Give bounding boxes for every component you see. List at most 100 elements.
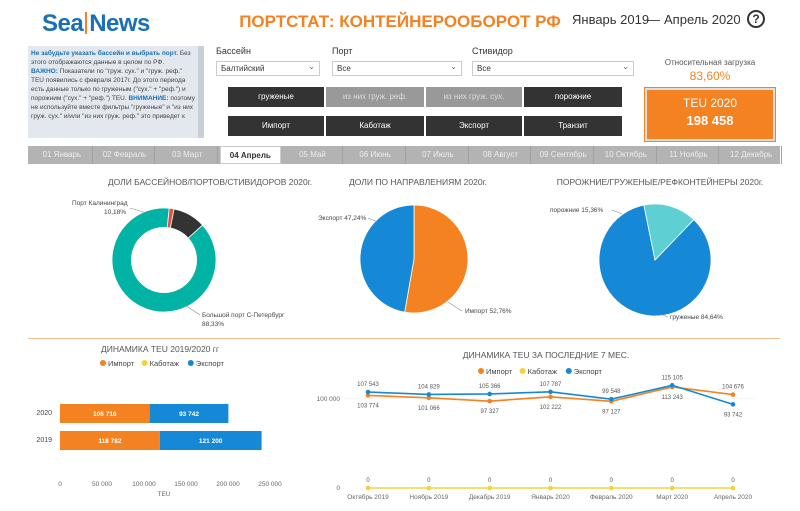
y-tick: 100 000 bbox=[317, 396, 341, 403]
note-scrollbar[interactable] bbox=[198, 46, 204, 138]
data-point bbox=[365, 393, 371, 398]
point-label: 105 366 bbox=[479, 384, 501, 390]
data-point bbox=[669, 485, 675, 491]
filter-btn-loaded[interactable]: груженые bbox=[228, 87, 324, 107]
note-line3: поэтому не используйте вместе фильтры "г… bbox=[31, 95, 195, 120]
bar-segment bbox=[60, 431, 160, 450]
point-label: 115 105 bbox=[662, 375, 684, 381]
help-icon[interactable]: ? bbox=[747, 10, 765, 28]
legend-label: Каботаж bbox=[528, 367, 557, 376]
logo[interactable]: Sea News bbox=[42, 10, 150, 38]
point-label: 93 742 bbox=[724, 412, 743, 418]
data-point bbox=[487, 485, 492, 491]
x-tick: Декабрь 2019 bbox=[469, 493, 511, 501]
month-tab[interactable]: 04 Апрель bbox=[220, 146, 281, 164]
period-from[interactable]: Январь 2019 bbox=[572, 12, 650, 27]
section-divider bbox=[28, 338, 780, 339]
slice-label: Импорт 52,76% bbox=[465, 308, 512, 315]
data-point bbox=[730, 402, 736, 407]
chart-title: ПОРОЖНИЕ/ГРУЖЕНЫЕ/РЕФКОНТЕЙНЕРЫ 2020г. bbox=[557, 176, 764, 187]
filter-btn-export[interactable]: Экспорт bbox=[426, 116, 522, 136]
x-tick: Апрель 2020 bbox=[714, 494, 753, 501]
note-line2: Показатели по "груж. сух." и "груж. реф.… bbox=[31, 68, 186, 102]
legend-marker bbox=[141, 360, 148, 366]
category-label: 2019 bbox=[36, 437, 52, 444]
data-point bbox=[548, 485, 553, 491]
data-point bbox=[548, 389, 553, 395]
legend-label: Экспорт bbox=[196, 359, 225, 368]
month-tab[interactable]: 02 Февраль bbox=[95, 146, 156, 164]
month-slicer: 01 Январь 02 Февраль 03 Март 04 Апрель 05 Ма… bbox=[28, 146, 782, 164]
point-label: 103 774 bbox=[357, 403, 379, 409]
bar-segment bbox=[60, 404, 150, 423]
slice-label: Порт Калининград bbox=[72, 200, 128, 207]
legend-marker bbox=[565, 368, 572, 374]
basin-value: Балтийский bbox=[221, 64, 265, 73]
month-tab[interactable]: 01 Январь bbox=[32, 146, 93, 164]
x-tick: 150 000 bbox=[174, 481, 198, 488]
note-line1: Без этого отображаются данные в целом по… bbox=[31, 50, 191, 66]
filter-btn-cabotage[interactable]: Каботаж bbox=[326, 116, 424, 136]
slice-label: Экспорт 47,24% bbox=[318, 215, 366, 222]
month-tab[interactable]: 07 Июль bbox=[408, 146, 469, 164]
slice-label: порожние 15,36% bbox=[550, 207, 604, 214]
x-tick: Ноябрь 2019 bbox=[409, 493, 448, 501]
chevron-down-icon: ⌄ bbox=[308, 62, 315, 71]
chart-title: ДИНАМИКА TEU 2019/2020 гг bbox=[101, 344, 219, 354]
period-separator: — bbox=[647, 12, 660, 27]
month-tab[interactable]: 05 Май bbox=[283, 146, 344, 164]
month-tab[interactable]: 09 Сентябрь bbox=[533, 146, 594, 164]
x-axis-label: TEU bbox=[158, 491, 171, 498]
legend-marker bbox=[519, 368, 526, 374]
data-point bbox=[609, 485, 614, 491]
logo-text-left: Sea bbox=[42, 10, 84, 37]
x-tick: 50 000 bbox=[92, 481, 112, 488]
data-point bbox=[426, 392, 432, 397]
note-line2-bold: ВАЖНО: bbox=[31, 68, 58, 75]
teu-value: 198 458 bbox=[686, 113, 734, 128]
stevedore-select[interactable]: Все ⌄ bbox=[472, 61, 634, 76]
data-point bbox=[426, 395, 432, 401]
x-tick: 0 bbox=[58, 481, 62, 488]
filter-btn-import[interactable]: Импорт bbox=[228, 116, 324, 136]
teu-card: TEU 2020 198 458 bbox=[644, 87, 776, 142]
slice-value: 88,33% bbox=[202, 321, 224, 328]
bar-segment bbox=[159, 431, 262, 450]
point-label: 104 676 bbox=[722, 385, 744, 391]
x-tick: 200 000 bbox=[216, 481, 240, 488]
leader-line bbox=[447, 301, 463, 312]
point-label: 99 548 bbox=[602, 389, 621, 395]
data-point bbox=[609, 396, 614, 402]
x-tick: Октябрь 2019 bbox=[347, 493, 389, 501]
basin-select[interactable]: Балтийский ⌄ bbox=[216, 61, 320, 76]
legend-marker bbox=[478, 368, 484, 374]
month-tab[interactable]: 11 Ноябрь bbox=[659, 146, 720, 164]
month-tab[interactable]: 06 Июнь bbox=[345, 146, 406, 164]
period-to[interactable]: Апрель 2020 bbox=[664, 12, 741, 27]
x-tick: 250 000 bbox=[258, 481, 282, 488]
filter-btn-loaded-dry[interactable]: из них груж. сух. bbox=[426, 87, 522, 107]
load-label: Относительная загрузка bbox=[664, 58, 756, 67]
month-tab[interactable]: 03 Март bbox=[157, 146, 218, 164]
filter-btn-empty[interactable]: порожние bbox=[524, 87, 622, 107]
note-line3-bold: ВНИМАНИЕ: bbox=[128, 95, 169, 102]
point-label: 0 bbox=[488, 478, 492, 484]
filter-btn-transit[interactable]: Транзит bbox=[524, 116, 622, 136]
point-label: 113 243 bbox=[662, 395, 684, 401]
pie-slice bbox=[359, 204, 415, 313]
category-label: 2020 bbox=[36, 410, 52, 417]
data-point bbox=[487, 398, 492, 404]
filter-btn-loaded-ref[interactable]: из них груж. реф. bbox=[326, 87, 424, 107]
month-tab[interactable]: 12 Декабрь bbox=[721, 146, 782, 164]
port-value: Все bbox=[337, 64, 351, 73]
month-tab[interactable]: 08 Август bbox=[471, 146, 532, 164]
point-label: 107 543 bbox=[357, 382, 379, 388]
data-point bbox=[426, 485, 432, 491]
month-tab[interactable]: 10 Октябрь bbox=[596, 146, 657, 164]
data-point bbox=[730, 485, 736, 491]
teu-label: TEU 2020 bbox=[682, 96, 738, 110]
port-select[interactable]: Все ⌄ bbox=[332, 61, 462, 76]
legend-marker bbox=[100, 360, 106, 366]
leader-line bbox=[129, 207, 151, 215]
